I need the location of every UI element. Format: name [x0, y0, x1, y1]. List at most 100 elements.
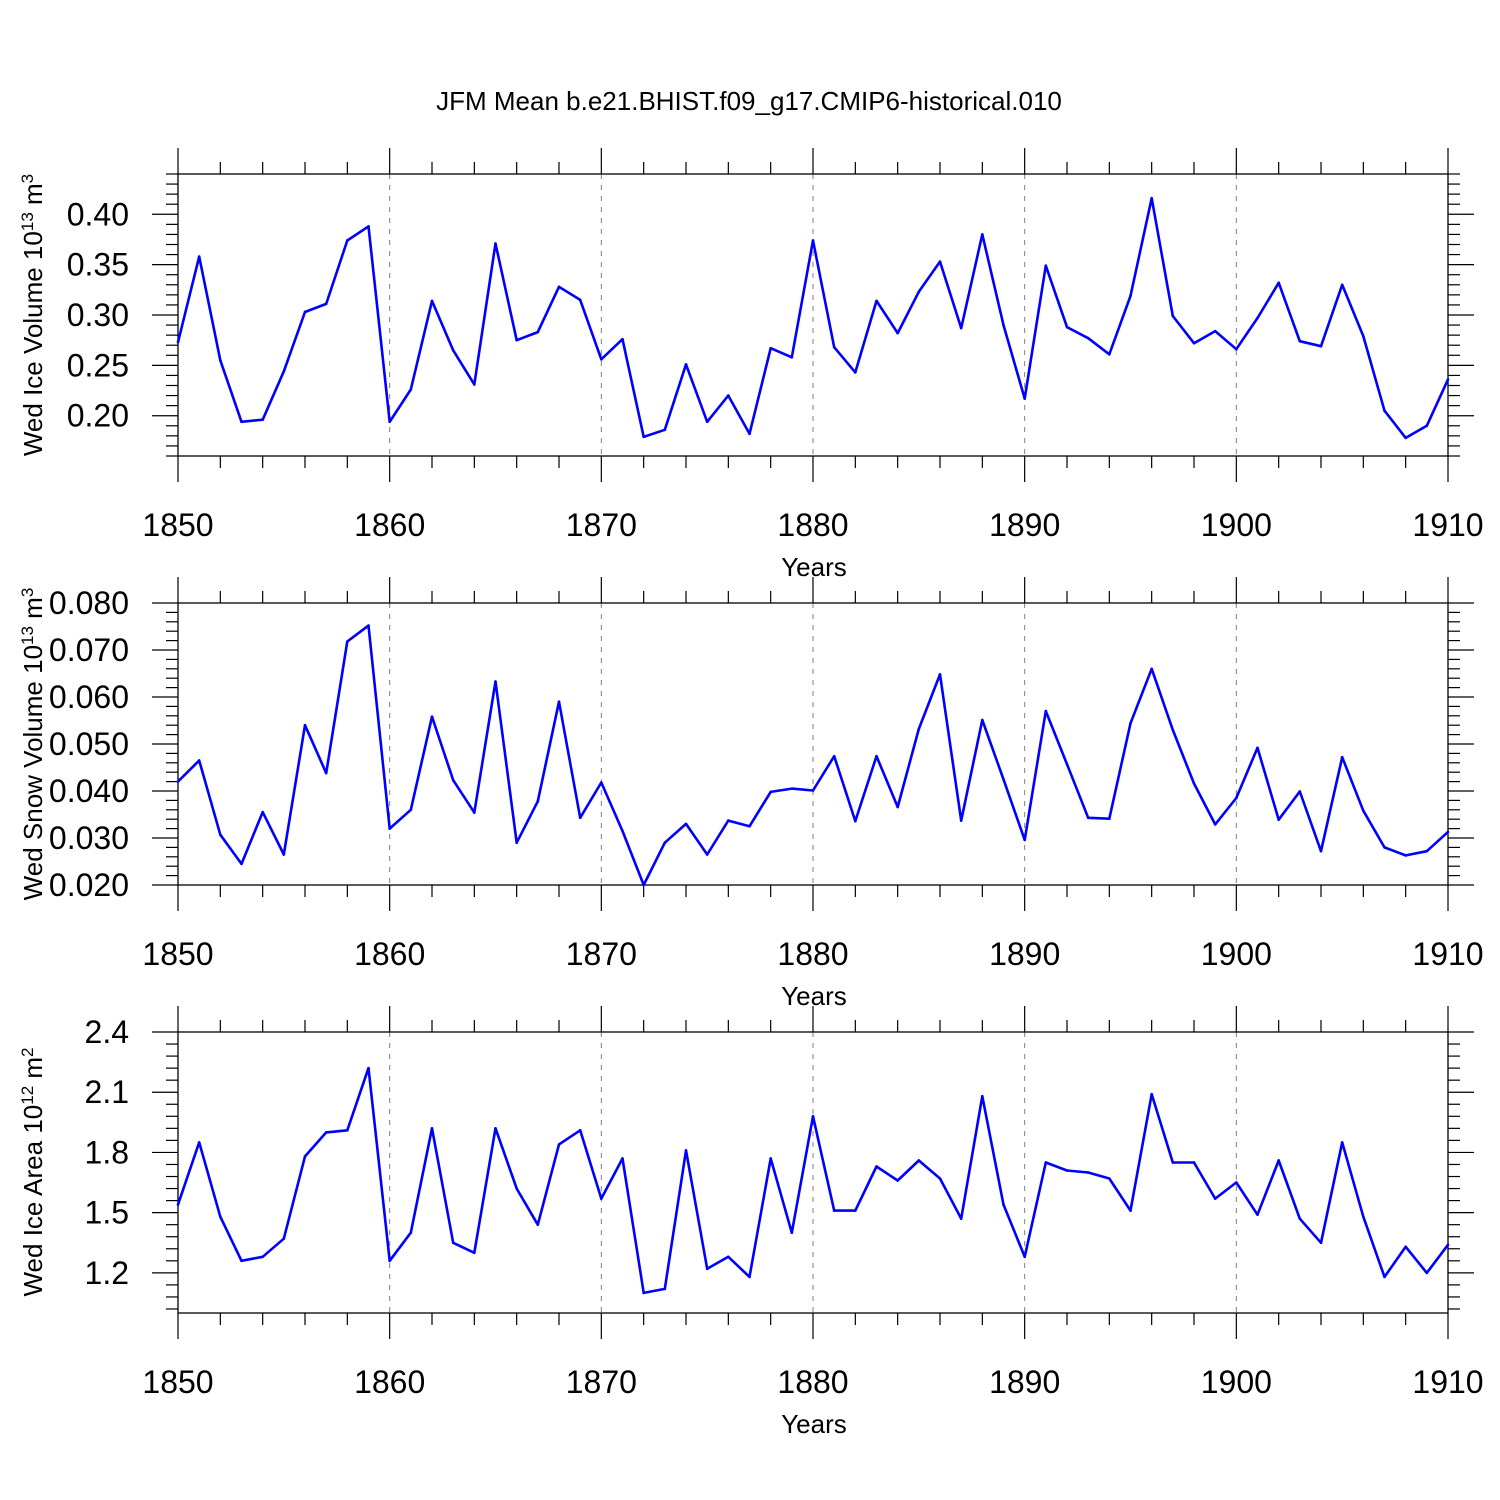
x-tick-label-1860: 1860 — [354, 1364, 425, 1400]
data-point-1879 — [790, 1231, 794, 1235]
data-point-1896 — [1150, 667, 1153, 671]
data-point-1876 — [727, 819, 730, 822]
data-point-1864 — [473, 1251, 476, 1255]
data-point-1887 — [959, 326, 963, 330]
data-point-1871 — [621, 337, 624, 341]
data-point-1903 — [1298, 339, 1302, 343]
x-axis-title: Years — [781, 981, 847, 1011]
y-tick-label-0.020: 0.020 — [49, 867, 129, 903]
data-point-1883 — [875, 299, 878, 303]
data-point-1865 — [494, 242, 497, 245]
y-axis-title-sup: 13 — [18, 626, 37, 645]
data-point-1910 — [1446, 378, 1450, 381]
data-point-1898 — [1192, 341, 1196, 345]
data-point-1901 — [1256, 316, 1259, 320]
data-point-1854 — [261, 418, 264, 422]
data-point-1899 — [1213, 823, 1217, 826]
data-point-1878 — [769, 1157, 772, 1160]
data-point-1883 — [875, 754, 878, 758]
data-point-1909 — [1425, 849, 1429, 853]
data-point-1903 — [1298, 790, 1302, 793]
y-tick-label-0.030: 0.030 — [49, 820, 129, 856]
data-point-1891 — [1044, 709, 1048, 713]
data-point-1863 — [451, 778, 455, 782]
data-point-1854 — [261, 1255, 264, 1259]
data-point-1890 — [1023, 397, 1026, 400]
data-point-1880 — [811, 789, 815, 792]
data-point-1872 — [642, 1291, 645, 1295]
data-point-1852 — [219, 833, 222, 837]
data-point-1859 — [367, 1066, 370, 1070]
y-tick-label-0.40: 0.40 — [67, 196, 129, 232]
data-point-1889 — [1002, 777, 1005, 781]
data-point-1908 — [1404, 436, 1407, 440]
data-point-1850 — [176, 340, 180, 344]
data-point-1852 — [219, 359, 222, 362]
data-point-1890 — [1023, 838, 1026, 842]
data-point-1852 — [219, 1215, 222, 1218]
data-point-1868 — [557, 700, 561, 703]
data-point-1905 — [1340, 1141, 1344, 1144]
data-point-1901 — [1256, 1213, 1259, 1216]
y-axis-title: Wed Ice Area 1012 m2 — [18, 1047, 48, 1296]
x-tick-label-1910: 1910 — [1412, 936, 1483, 972]
data-point-1867 — [536, 800, 540, 803]
data-point-1879 — [790, 356, 794, 359]
data-point-1860 — [388, 827, 391, 830]
data-point-1894 — [1108, 817, 1111, 821]
data-point-1909 — [1425, 1271, 1429, 1275]
data-point-1910 — [1446, 830, 1450, 834]
data-point-1877 — [748, 1275, 751, 1279]
y-axis-title-unit: m — [18, 1057, 48, 1086]
data-point-1881 — [832, 1209, 836, 1212]
data-point-1899 — [1213, 329, 1217, 333]
data-point-1878 — [769, 790, 772, 794]
y-axis-title-main: Wed Ice Volume 10 — [18, 231, 48, 456]
data-point-1882 — [854, 371, 857, 374]
data-point-1850 — [176, 1203, 180, 1206]
data-point-1891 — [1044, 264, 1048, 267]
data-point-1888 — [981, 1094, 984, 1098]
y-tick-label-0.070: 0.070 — [49, 632, 129, 668]
data-point-1885 — [917, 727, 921, 731]
data-point-1876 — [727, 394, 730, 397]
y-tick-label-2.1: 2.1 — [85, 1074, 129, 1110]
data-point-1860 — [388, 420, 391, 424]
data-point-1907 — [1383, 1275, 1386, 1279]
y-axis-title-unit-sup: 3 — [18, 174, 37, 183]
data-point-1874 — [684, 1149, 688, 1152]
data-point-1888 — [981, 718, 984, 722]
data-point-1851 — [197, 1141, 201, 1144]
data-point-1861 — [409, 808, 413, 812]
x-tick-label-1880: 1880 — [777, 1364, 848, 1400]
data-point-1900 — [1235, 347, 1238, 351]
data-point-1859 — [367, 624, 370, 627]
y-tick-label-1.2: 1.2 — [85, 1255, 129, 1291]
data-point-1895 — [1129, 294, 1132, 298]
data-point-1858 — [346, 640, 349, 643]
y-axis-title-sup: 12 — [18, 1086, 37, 1105]
data-point-1850 — [176, 780, 180, 783]
data-point-1886 — [938, 673, 942, 676]
data-point-1862 — [430, 1127, 434, 1130]
y-tick-label-0.080: 0.080 — [49, 585, 129, 621]
x-tick-label-1900: 1900 — [1201, 1364, 1272, 1400]
data-point-1855 — [282, 853, 286, 856]
data-point-1871 — [621, 829, 624, 833]
data-point-1892 — [1065, 762, 1069, 766]
data-point-1859 — [367, 225, 370, 228]
data-point-1894 — [1108, 352, 1111, 356]
data-point-1887 — [959, 1217, 963, 1220]
x-tick-label-1870: 1870 — [566, 1364, 637, 1400]
data-point-1871 — [621, 1157, 624, 1160]
y-tick-label-0.040: 0.040 — [49, 773, 129, 809]
data-point-1866 — [515, 841, 518, 844]
data-point-1906 — [1362, 334, 1365, 338]
data-point-1903 — [1298, 1217, 1302, 1220]
data-point-1865 — [494, 1127, 497, 1130]
x-tick-label-1910: 1910 — [1412, 1364, 1483, 1400]
data-point-1878 — [769, 346, 772, 350]
x-axis-title: Years — [781, 552, 847, 582]
